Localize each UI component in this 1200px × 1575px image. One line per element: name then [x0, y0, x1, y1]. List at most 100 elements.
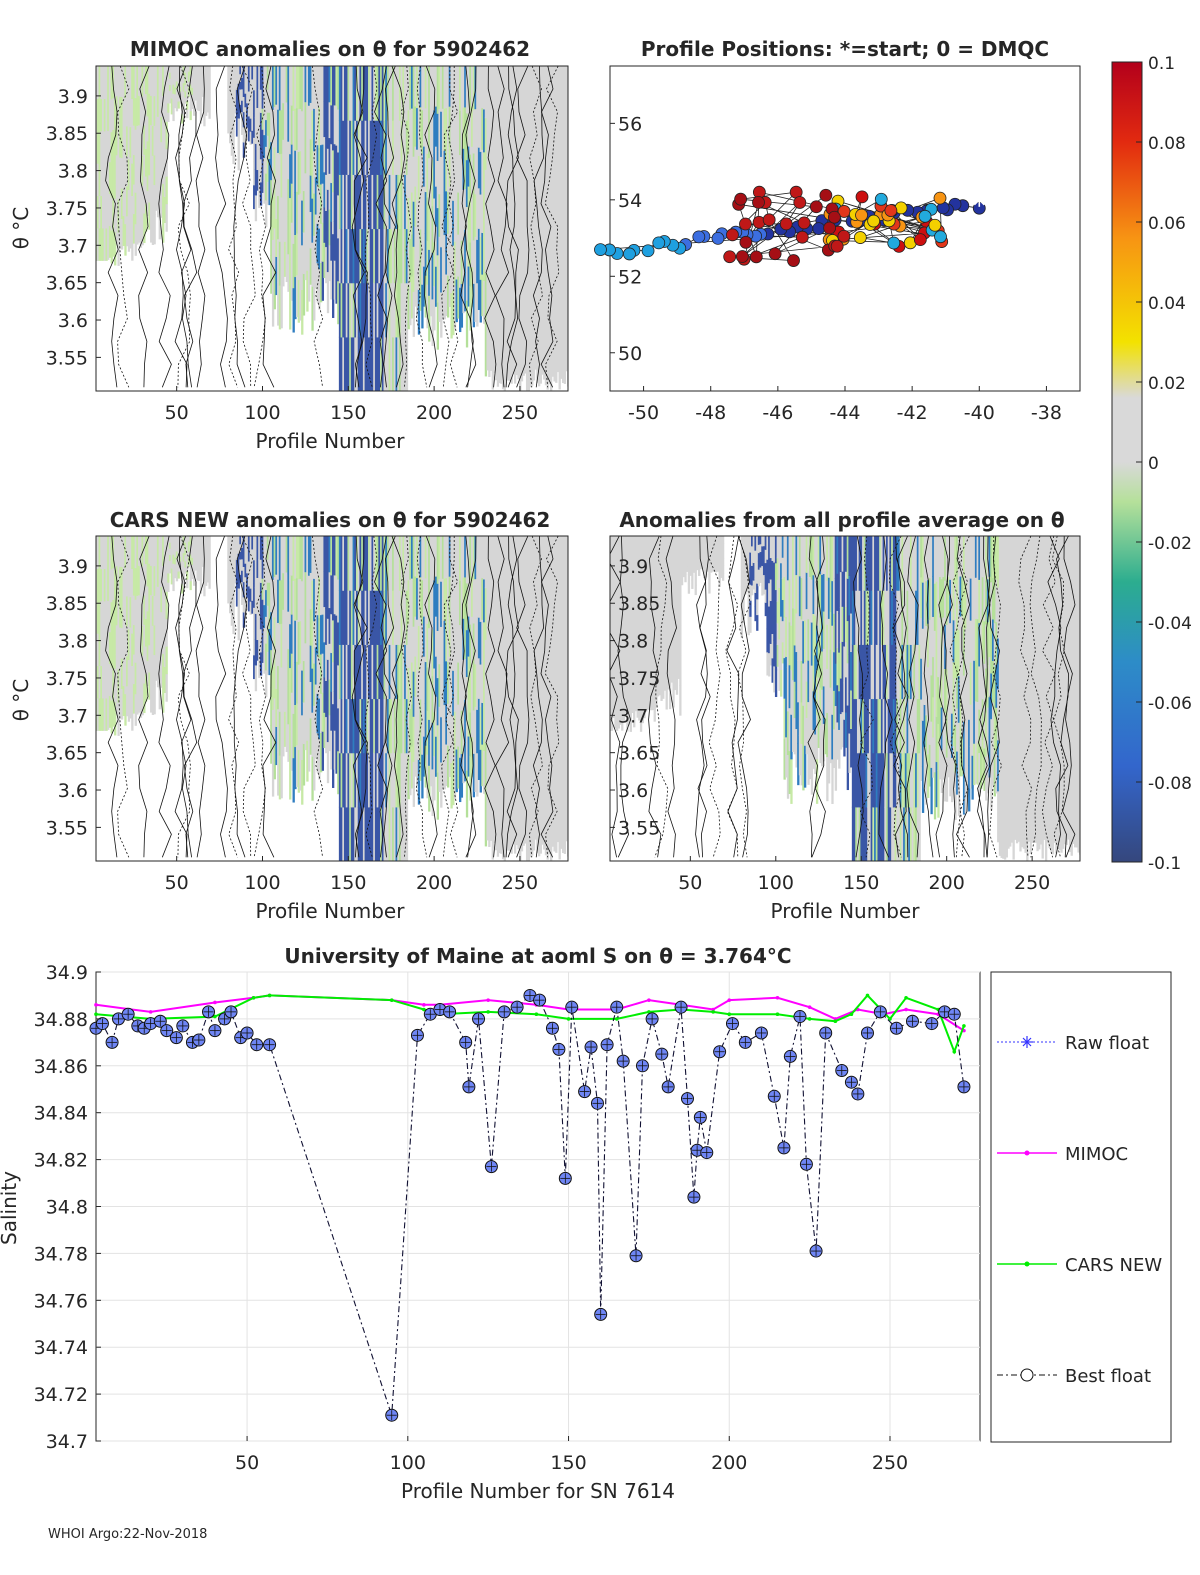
heatmap-cell	[362, 698, 366, 754]
heatmap-cell	[663, 664, 667, 691]
heatmap-cell	[489, 738, 493, 791]
heatmap-cell	[998, 802, 1002, 856]
heatmap-cell	[829, 536, 832, 575]
heatmap-cell	[940, 536, 944, 580]
heatmap-cell	[875, 644, 879, 700]
y-tick-label: 3.8	[58, 161, 88, 183]
heatmap-cell	[126, 95, 129, 127]
heatmap-cell	[565, 637, 568, 689]
heatmap-cell	[629, 601, 632, 635]
heatmap-cell	[945, 756, 949, 802]
heatmap-cell	[256, 169, 259, 191]
heatmap-cell	[549, 698, 553, 754]
heatmap-cell	[754, 578, 757, 593]
heatmap-cell	[383, 698, 386, 754]
heatmap-cell	[638, 536, 641, 568]
heatmap-cell	[199, 564, 203, 575]
heatmap-cell	[780, 616, 783, 644]
heatmap-cell	[235, 66, 239, 79]
heatmap-cell	[198, 73, 201, 82]
heatmap-cell	[821, 612, 824, 652]
heatmap-cell	[874, 806, 877, 861]
heatmap-cell	[182, 569, 185, 579]
heatmap-cell	[175, 550, 179, 559]
heatmap-cell	[549, 120, 553, 175]
heatmap-cell	[241, 536, 244, 548]
heatmap-cell	[265, 146, 268, 174]
heatmap-cell	[301, 244, 304, 291]
heatmap-cell	[235, 112, 239, 125]
heatmap-cell	[916, 536, 920, 591]
heatmap-cell	[986, 749, 990, 794]
avg-panel: 50 100 150 200 2503.553.63.653.73.753.83.853…	[609, 508, 1081, 923]
heatmap-cell	[745, 572, 749, 583]
heatmap-cell	[253, 583, 256, 608]
heatmap-cell	[455, 193, 458, 237]
heatmap-cell	[270, 217, 273, 256]
heatmap-cell	[196, 102, 199, 111]
heatmap-cell	[347, 120, 350, 175]
heatmap-cell	[686, 559, 689, 567]
heatmap-cell	[277, 751, 280, 796]
heatmap-cell	[352, 698, 355, 754]
heatmap-cell	[959, 655, 962, 697]
heatmap-cell	[194, 558, 198, 565]
heatmap-cell	[230, 66, 234, 82]
heatmap-cell	[103, 163, 107, 197]
heatmap-cell	[112, 662, 115, 696]
heatmap-cell	[369, 536, 373, 591]
contour-line	[174, 536, 188, 858]
heatmap-cell	[563, 277, 567, 332]
heatmap-cell	[525, 281, 529, 337]
heatmap-cell	[110, 229, 113, 264]
heatmap-cell	[385, 536, 388, 591]
heatmap-cell	[667, 612, 670, 639]
heatmap-cell	[366, 536, 369, 591]
heatmap-cell	[290, 536, 294, 576]
heatmap-cell	[117, 132, 120, 167]
heatmap-cell	[522, 169, 525, 222]
heatmap-cell	[882, 698, 885, 754]
heatmap-cell	[417, 66, 421, 112]
heatmap-cell	[834, 620, 838, 664]
heatmap-cell	[446, 619, 450, 663]
heatmap-cell	[412, 111, 415, 157]
heatmap-cell	[361, 698, 364, 754]
heatmap-cell	[434, 266, 438, 307]
heatmap-cell	[208, 553, 211, 563]
heatmap-cell	[718, 552, 721, 562]
heatmap-cell	[889, 644, 892, 700]
position-marker	[641, 244, 655, 258]
heatmap-cell	[882, 644, 885, 700]
cars-ticks: 50 100 150 200 2503.553.63.653.73.753.83.853…	[46, 556, 538, 894]
heatmap-cell	[850, 612, 853, 653]
heatmap-cell	[143, 565, 146, 596]
heatmap-cell	[877, 752, 880, 808]
heatmap-cell	[105, 697, 108, 731]
heatmap-cell	[872, 806, 875, 861]
heatmap-cell	[648, 680, 651, 710]
heatmap-cell	[486, 637, 489, 689]
heatmap-cell	[258, 160, 261, 185]
heatmap-cell	[361, 806, 364, 861]
heatmap-cell	[495, 640, 498, 694]
heatmap-cell	[237, 135, 240, 154]
heatmap-cell	[1029, 536, 1032, 590]
heatmap-cell	[175, 80, 179, 89]
heatmap-cell	[344, 752, 347, 808]
heatmap-cell	[405, 752, 409, 808]
heatmap-cell	[897, 806, 901, 861]
y-tick-label: 3.7	[58, 705, 88, 727]
heatmap-cell	[558, 697, 561, 752]
heatmap-cell	[191, 543, 194, 551]
heatmap-cell	[256, 107, 259, 129]
heatmap-cell	[294, 704, 297, 748]
heatmap-cell	[455, 151, 458, 195]
heatmap-cell	[138, 124, 141, 155]
heatmap-cell	[1010, 689, 1014, 741]
heatmap-cell	[809, 536, 812, 578]
heatmap-cell	[316, 614, 319, 655]
heatmap-cell	[175, 73, 179, 82]
heatmap-cell	[443, 66, 446, 109]
heatmap-cell	[522, 117, 525, 170]
